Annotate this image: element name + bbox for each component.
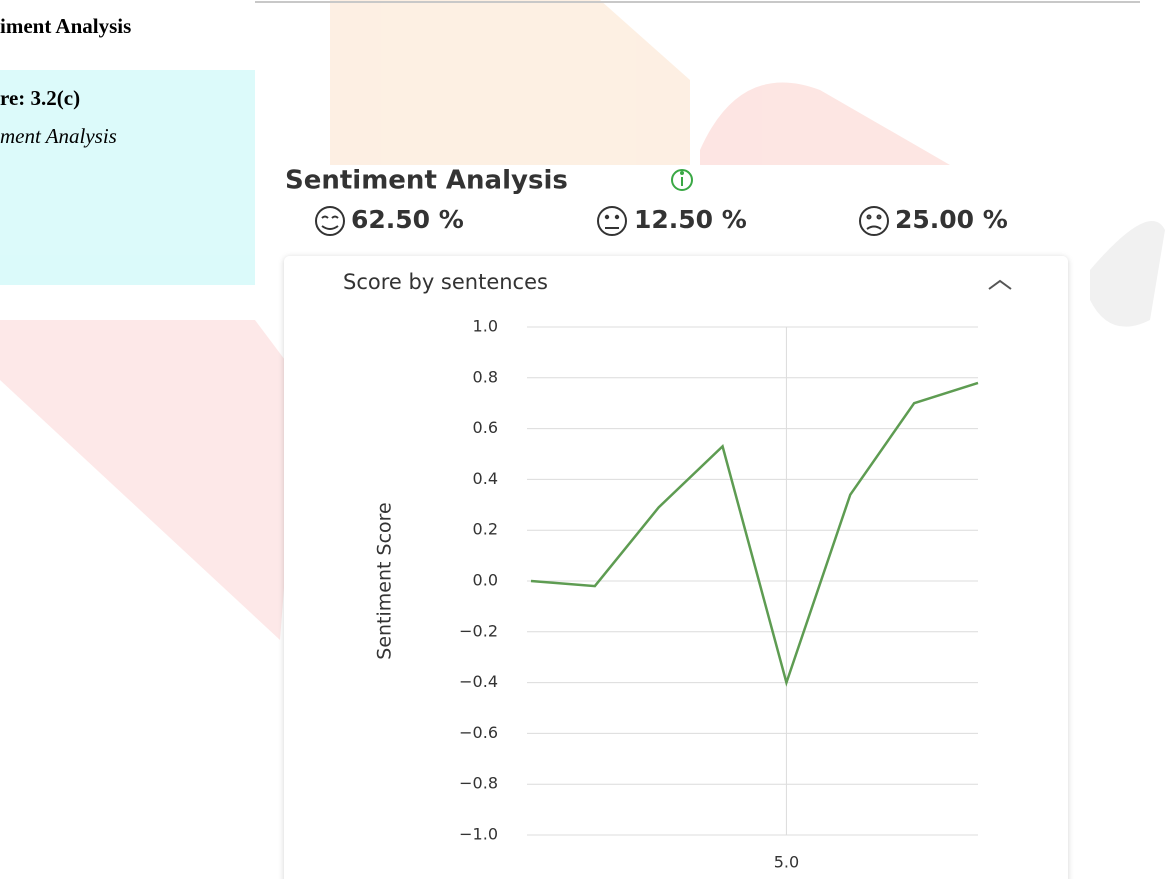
face-sad <box>860 207 888 235</box>
y-tick-label: 0.6 <box>473 418 498 437</box>
info-icon[interactable] <box>672 170 692 190</box>
y-tick-label: −0.6 <box>459 723 498 742</box>
y-axis-label: Sentiment Score <box>374 502 396 659</box>
y-tick-label: 0.2 <box>473 520 498 539</box>
neutral-share: 12.50 % <box>634 205 747 234</box>
y-tick-label: 0.4 <box>473 469 498 488</box>
figure-caption: ment Analysis <box>0 124 117 148</box>
negative-share: 25.00 % <box>895 205 1008 234</box>
y-tick-label: 0.8 <box>473 367 498 386</box>
y-tick-label: 1.0 <box>473 317 498 336</box>
y-tick-label: 0.0 <box>473 571 498 590</box>
y-tick-label: −0.8 <box>459 774 498 793</box>
positive-share: 62.50 % <box>351 205 464 234</box>
y-tick-label: −0.2 <box>459 621 498 640</box>
panel-title: Sentiment Analysis <box>285 166 568 196</box>
y-tick-label: −0.4 <box>459 672 498 691</box>
x-tick-label: 5.0 <box>774 853 799 872</box>
face-neutral <box>598 207 626 235</box>
chart-title: Score by sentences <box>343 270 548 294</box>
y-tick-label: −1.0 <box>459 825 498 844</box>
heading: iment Analysis <box>0 14 131 38</box>
face-happy <box>316 207 344 235</box>
screen: iment Analysis re: 3.2(c) ment Analysis … <box>0 0 1170 879</box>
figure-number: re: 3.2(c) <box>0 86 80 110</box>
page: iment Analysis re: 3.2(c) ment Analysis … <box>0 0 1170 879</box>
chart-card <box>284 256 1068 879</box>
